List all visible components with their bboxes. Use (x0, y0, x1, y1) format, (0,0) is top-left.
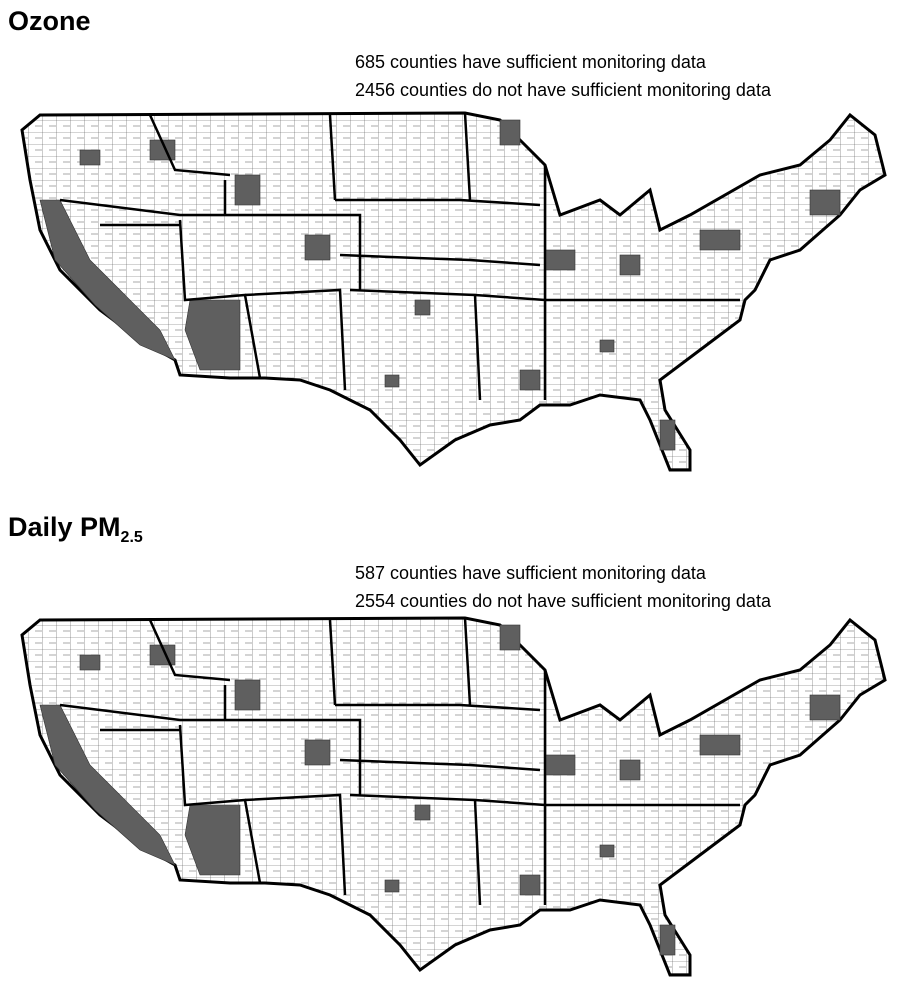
panel-title: Daily PM2.5 (8, 512, 143, 547)
legend-line: 685 counties have sufficient monitoring … (355, 52, 706, 72)
legend: 587 counties have sufficient monitoring … (355, 559, 771, 615)
legend: 685 counties have sufficient monitoring … (355, 48, 771, 104)
ozone-panel: Ozone 685 counties have sufficient monit… (0, 0, 903, 500)
legend-line: 587 counties have sufficient monitoring … (355, 563, 706, 583)
legend-line: 2554 counties do not have sufficient mon… (355, 591, 771, 611)
legend-line: 2456 counties do not have sufficient mon… (355, 80, 771, 100)
title-text: Daily PM (8, 512, 121, 542)
title-subscript: 2.5 (120, 529, 143, 546)
pm-panel: Daily PM2.5 587 counties have sufficient… (0, 505, 903, 1005)
panel-title: Ozone (8, 6, 91, 36)
